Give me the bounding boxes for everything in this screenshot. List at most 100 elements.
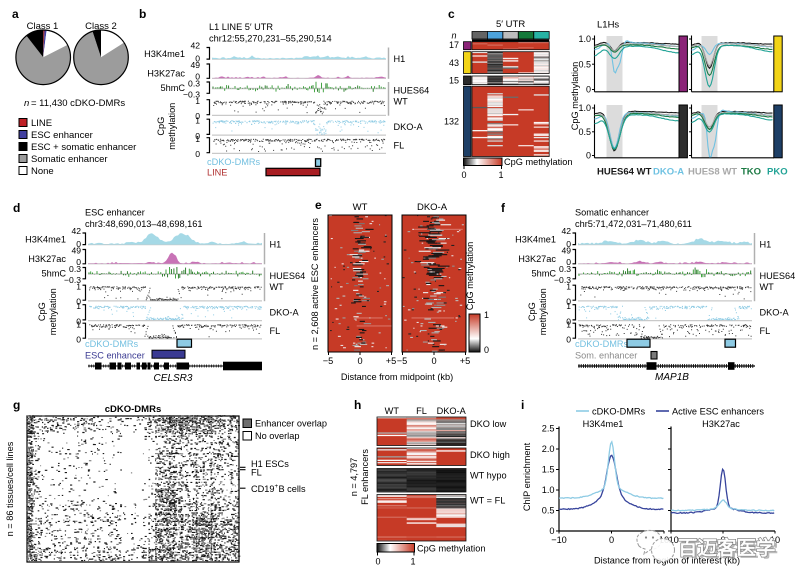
svg-text:1: 1 bbox=[76, 301, 81, 311]
svg-text:FL: FL bbox=[394, 141, 405, 151]
svg-text:42: 42 bbox=[190, 41, 200, 51]
svg-text:+5: +5 bbox=[460, 356, 470, 366]
svg-text:CpG: CpG bbox=[37, 302, 47, 321]
svg-text:CD19: CD19 bbox=[251, 484, 275, 494]
svg-text:−0.3: −0.3 bbox=[183, 90, 200, 100]
svg-text:Somatic enhancer: Somatic enhancer bbox=[31, 154, 108, 165]
svg-text:0: 0 bbox=[586, 151, 591, 161]
svg-text:0: 0 bbox=[195, 149, 200, 159]
svg-text:1: 1 bbox=[195, 96, 200, 106]
svg-text:CpG methylation: CpG methylation bbox=[570, 62, 580, 130]
svg-text:DKO-A: DKO-A bbox=[437, 406, 467, 416]
svg-text:10: 10 bbox=[770, 535, 780, 545]
svg-text:1: 1 bbox=[498, 170, 503, 180]
svg-text:FL: FL bbox=[251, 468, 262, 478]
svg-text:0.5: 0.5 bbox=[578, 127, 591, 137]
svg-text:H3K27ac: H3K27ac bbox=[518, 254, 556, 264]
svg-text:百迈客医学: 百迈客医学 bbox=[681, 539, 779, 562]
svg-text:0: 0 bbox=[566, 335, 571, 345]
svg-text:L1Hs: L1Hs bbox=[597, 20, 619, 31]
svg-text:HUES64: HUES64 bbox=[760, 271, 796, 281]
svg-text:0: 0 bbox=[76, 257, 81, 267]
svg-text:−10: −10 bbox=[551, 535, 567, 545]
svg-text:cDKO-DMRs: cDKO-DMRs bbox=[575, 339, 628, 349]
svg-text:1: 1 bbox=[76, 319, 81, 329]
svg-text:cDKO-DMRs: cDKO-DMRs bbox=[105, 404, 161, 415]
svg-text:WT: WT bbox=[353, 202, 368, 213]
svg-text:FL: FL bbox=[416, 406, 427, 416]
svg-text:TKO: TKO bbox=[741, 167, 761, 178]
svg-text:49: 49 bbox=[71, 245, 81, 255]
svg-text:1: 1 bbox=[484, 310, 489, 320]
svg-text:WT: WT bbox=[760, 282, 775, 292]
svg-text:H3K27ac: H3K27ac bbox=[147, 69, 185, 79]
svg-text:42: 42 bbox=[561, 226, 571, 236]
svg-text:0: 0 bbox=[566, 316, 571, 326]
svg-text:1: 1 bbox=[195, 115, 200, 125]
svg-text:H3K4me1: H3K4me1 bbox=[515, 234, 556, 244]
svg-text:H3K27ac: H3K27ac bbox=[28, 254, 66, 264]
svg-text:0: 0 bbox=[720, 535, 725, 545]
svg-text:1: 1 bbox=[566, 301, 571, 311]
svg-text:MAP1B: MAP1B bbox=[655, 372, 689, 383]
svg-text:42: 42 bbox=[71, 226, 81, 236]
svg-text:WT: WT bbox=[394, 97, 409, 107]
svg-text:DKO-A: DKO-A bbox=[394, 122, 424, 132]
svg-text:i: i bbox=[521, 398, 524, 412]
svg-text:0: 0 bbox=[484, 345, 489, 355]
svg-text:FL: FL bbox=[270, 326, 281, 336]
svg-text:None: None bbox=[31, 166, 54, 177]
svg-text:DKO-A: DKO-A bbox=[417, 202, 448, 213]
svg-text:chr3:48,690,013–48,698,161: chr3:48,690,013–48,698,161 bbox=[85, 219, 203, 229]
svg-text:n: n bbox=[24, 98, 29, 109]
svg-text:+: + bbox=[275, 483, 279, 490]
svg-text:c: c bbox=[448, 7, 455, 21]
svg-text:H1: H1 bbox=[270, 240, 282, 250]
svg-text:0: 0 bbox=[195, 72, 200, 82]
svg-text:0.5: 0.5 bbox=[578, 59, 591, 69]
svg-text:B cells: B cells bbox=[279, 484, 306, 494]
svg-text:n = 4,797: n = 4,797 bbox=[349, 458, 359, 497]
svg-text:g: g bbox=[13, 398, 20, 412]
svg-text:methylation: methylation bbox=[538, 288, 548, 335]
svg-text:Active ESC enhancers: Active ESC enhancers bbox=[672, 407, 764, 417]
svg-text:0: 0 bbox=[195, 131, 200, 141]
svg-text:a: a bbox=[12, 7, 19, 21]
svg-text:Class 2: Class 2 bbox=[85, 21, 117, 32]
svg-text:5hmC: 5hmC bbox=[160, 83, 185, 93]
svg-text:chr5:71,472,031–71,480,611: chr5:71,472,031–71,480,611 bbox=[575, 219, 692, 229]
svg-text:Distance from midpoint (kb): Distance from midpoint (kb) bbox=[341, 372, 453, 382]
svg-text:H3K4me1: H3K4me1 bbox=[144, 49, 185, 59]
svg-text:methylation: methylation bbox=[167, 103, 177, 150]
svg-text:H3K4me1: H3K4me1 bbox=[583, 419, 624, 429]
svg-text:0: 0 bbox=[375, 557, 380, 567]
svg-text:0: 0 bbox=[76, 297, 81, 307]
svg-text:ESC enhancer: ESC enhancer bbox=[31, 130, 93, 141]
svg-text:0: 0 bbox=[566, 297, 571, 307]
svg-text:−5: −5 bbox=[397, 356, 407, 366]
svg-text:0.3: 0.3 bbox=[69, 264, 81, 274]
svg-text:HUES64: HUES64 bbox=[394, 86, 430, 96]
svg-text:cDKO-DMRs: cDKO-DMRs bbox=[207, 157, 260, 167]
svg-text:n = 2,608 active ESC enhancers: n = 2,608 active ESC enhancers bbox=[310, 218, 320, 350]
svg-text:0: 0 bbox=[461, 170, 466, 180]
svg-text:HUES64: HUES64 bbox=[270, 271, 306, 281]
svg-text:FL: FL bbox=[760, 326, 771, 336]
svg-text:1: 1 bbox=[410, 557, 415, 567]
svg-text:百迈客医学: 百迈客医学 bbox=[678, 537, 776, 560]
svg-text:CpG methylation: CpG methylation bbox=[417, 544, 485, 554]
svg-text:0.3: 0.3 bbox=[188, 79, 200, 89]
svg-text:= 11,430 cDKO-DMRs: = 11,430 cDKO-DMRs bbox=[31, 98, 125, 109]
svg-text:0.3: 0.3 bbox=[559, 264, 571, 274]
svg-text:1.0: 1.0 bbox=[578, 103, 591, 113]
svg-text:DKO-A: DKO-A bbox=[653, 167, 684, 178]
svg-text:CELSR3: CELSR3 bbox=[154, 373, 193, 384]
svg-text:d: d bbox=[13, 201, 20, 215]
svg-text:0: 0 bbox=[76, 316, 81, 326]
svg-text:−10: −10 bbox=[663, 535, 679, 545]
svg-text:49: 49 bbox=[190, 60, 200, 70]
svg-text:h: h bbox=[354, 398, 361, 412]
svg-text:cDKO-DMRs: cDKO-DMRs bbox=[592, 407, 645, 417]
svg-text:methylation: methylation bbox=[48, 288, 58, 335]
svg-text:132: 132 bbox=[444, 117, 459, 127]
